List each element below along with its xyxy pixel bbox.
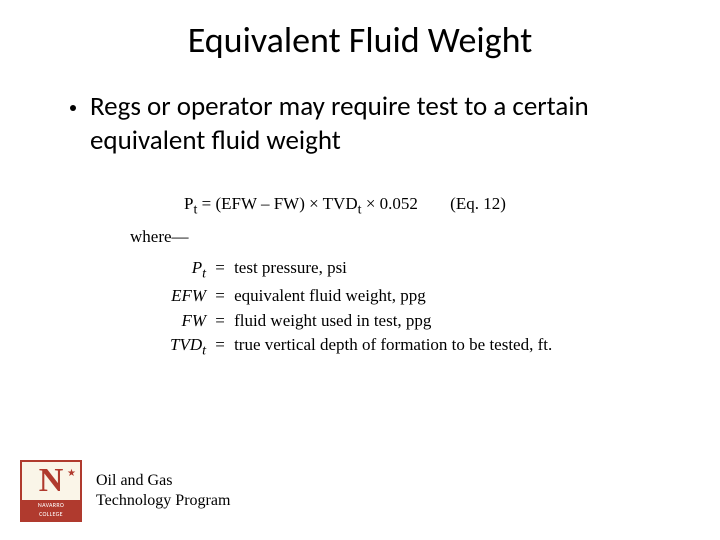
logo-band-top: NAVARRO <box>22 501 80 510</box>
bullet-text: Regs or operator may require test to a c… <box>90 90 660 158</box>
definition-equals: = <box>210 284 230 309</box>
definition-row: EFW=equivalent fluid weight, ppg <box>166 284 556 309</box>
definition-row: TVDt=true vertical depth of formation to… <box>166 333 556 361</box>
footer-line1: Oil and Gas <box>96 471 230 491</box>
bullet-item: Regs or operator may require test to a c… <box>0 90 720 158</box>
logo-band-bottom: COLLEGE <box>22 510 80 519</box>
equation-main: Pt = (EFW – FW) × TVDt × 0.052 (Eq. 12) <box>130 192 720 226</box>
definition-equals: = <box>210 333 230 361</box>
definition-desc: fluid weight used in test, ppg <box>230 309 556 334</box>
equation-formula: Pt = (EFW – FW) × TVDt × 0.052 <box>184 194 418 213</box>
equation-block: Pt = (EFW – FW) × TVDt × 0.052 (Eq. 12) … <box>0 158 720 362</box>
definition-row: Pt=test pressure, psi <box>166 256 556 284</box>
college-logo: N ★ NAVARRO COLLEGE <box>20 460 82 522</box>
definition-desc: equivalent fluid weight, ppg <box>230 284 556 309</box>
definition-equals: = <box>210 309 230 334</box>
footer: N ★ NAVARRO COLLEGE Oil and Gas Technolo… <box>20 460 230 522</box>
definition-equals: = <box>210 256 230 284</box>
footer-text: Oil and Gas Technology Program <box>96 471 230 511</box>
definition-row: FW=fluid weight used in test, ppg <box>166 309 556 334</box>
slide-title: Equivalent Fluid Weight <box>0 0 720 90</box>
bullet-marker <box>70 105 76 111</box>
logo-band: NAVARRO COLLEGE <box>22 500 80 520</box>
equation-definitions: Pt=test pressure, psiEFW=equivalent flui… <box>166 256 556 361</box>
logo-star-icon: ★ <box>67 466 76 479</box>
definition-symbol: Pt <box>166 256 210 284</box>
equation-where: where— <box>130 225 720 256</box>
definition-desc: true vertical depth of formation to be t… <box>230 333 556 361</box>
footer-line2: Technology Program <box>96 491 230 511</box>
definition-symbol: TVDt <box>166 333 210 361</box>
definition-desc: test pressure, psi <box>230 256 556 284</box>
equation-label: (Eq. 12) <box>450 192 506 217</box>
definition-symbol: EFW <box>166 284 210 309</box>
definition-symbol: FW <box>166 309 210 334</box>
